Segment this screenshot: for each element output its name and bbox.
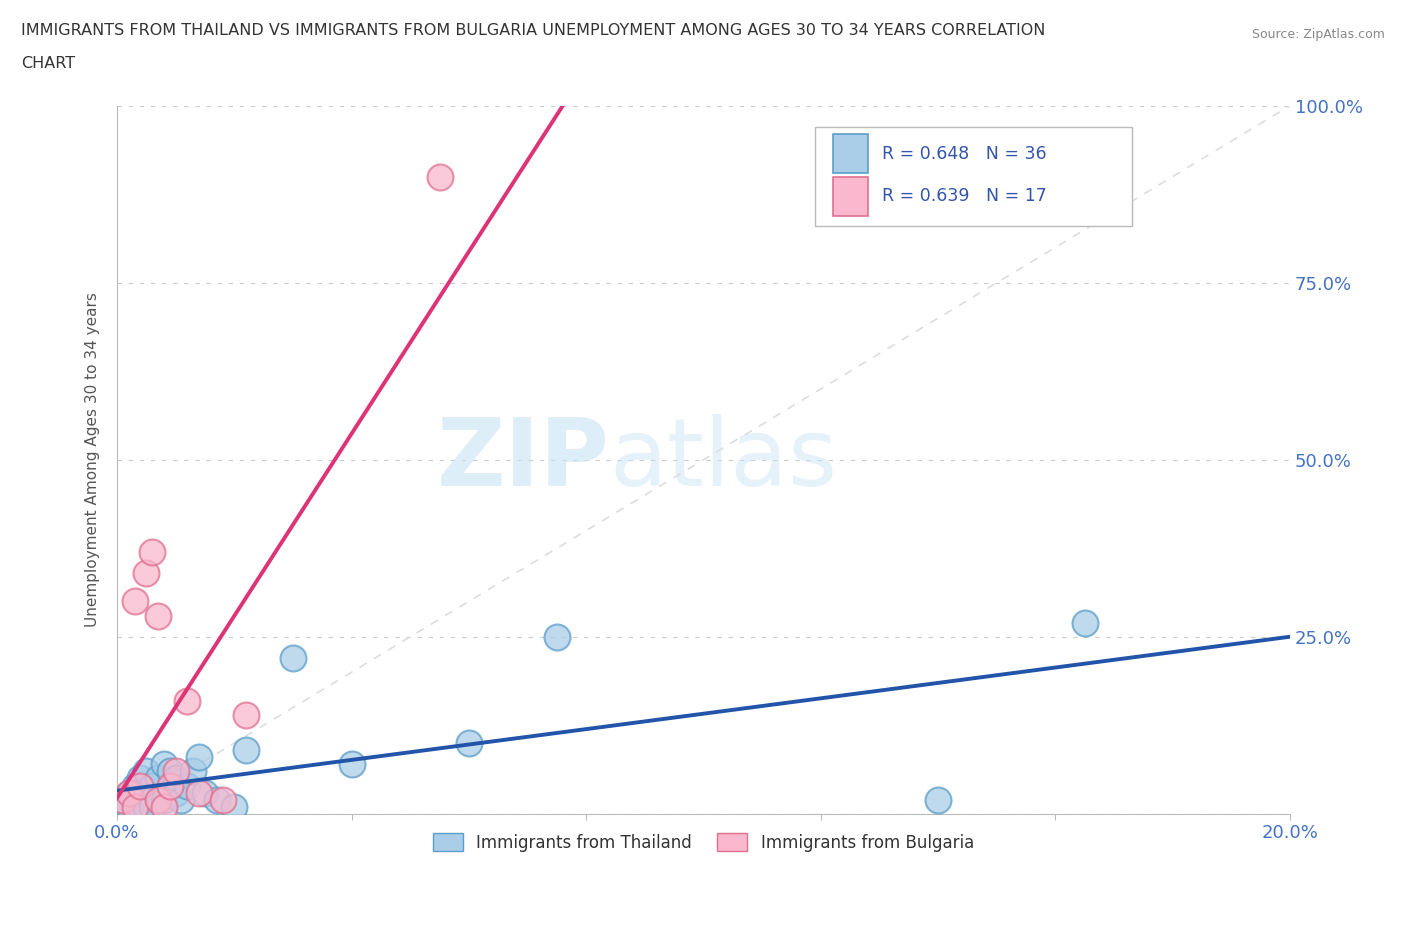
Legend: Immigrants from Thailand, Immigrants from Bulgaria: Immigrants from Thailand, Immigrants fro… [426, 827, 980, 858]
Text: R = 0.648   N = 36: R = 0.648 N = 36 [882, 145, 1046, 163]
Point [146, 792, 169, 807]
Text: Source: ZipAtlas.com: Source: ZipAtlas.com [1251, 28, 1385, 41]
Point [141, 778, 163, 793]
Point [340, 757, 363, 772]
Bar [832, 177, 868, 216]
Point [159, 778, 181, 793]
Text: R = 0.639   N = 17: R = 0.639 N = 17 [882, 187, 1046, 206]
Point [235, 707, 257, 722]
Point [135, 565, 157, 580]
Y-axis label: Unemployment Among Ages 30 to 34 years: Unemployment Among Ages 30 to 34 years [86, 292, 100, 627]
Point [111, 792, 134, 807]
Point [457, 736, 479, 751]
Text: atlas: atlas [610, 414, 838, 506]
Point [153, 792, 176, 807]
Point [124, 799, 146, 814]
Point [159, 764, 181, 778]
Point [118, 785, 141, 800]
Point [165, 771, 187, 786]
Point [170, 792, 193, 807]
Point [124, 778, 146, 793]
Point [146, 792, 169, 807]
Point [188, 785, 211, 800]
Point [176, 778, 198, 793]
Point [135, 799, 157, 814]
Point [181, 764, 204, 778]
Point [118, 785, 141, 800]
Point [211, 792, 233, 807]
Text: ZIP: ZIP [437, 414, 610, 506]
Point [135, 764, 157, 778]
Point [129, 785, 152, 800]
Point [224, 799, 246, 814]
Point [141, 792, 163, 807]
Point [153, 757, 176, 772]
Point [124, 792, 146, 807]
Point [129, 799, 152, 814]
Point [118, 799, 141, 814]
Point [176, 693, 198, 708]
Text: CHART: CHART [21, 56, 75, 71]
Bar [832, 134, 868, 173]
Point [129, 771, 152, 786]
Point [281, 651, 304, 666]
Point [141, 799, 163, 814]
Point [188, 750, 211, 764]
Point [1074, 615, 1097, 630]
Point [205, 792, 228, 807]
Point [159, 778, 181, 793]
Point [129, 778, 152, 793]
Point [146, 608, 169, 623]
Point [141, 544, 163, 559]
Point [124, 594, 146, 609]
Text: IMMIGRANTS FROM THAILAND VS IMMIGRANTS FROM BULGARIA UNEMPLOYMENT AMONG AGES 30 : IMMIGRANTS FROM THAILAND VS IMMIGRANTS F… [21, 23, 1046, 38]
Point [153, 799, 176, 814]
Point [165, 785, 187, 800]
Point [135, 785, 157, 800]
Point [927, 792, 949, 807]
Point [546, 630, 568, 644]
FancyBboxPatch shape [815, 126, 1132, 226]
Point [194, 785, 217, 800]
Point [165, 764, 187, 778]
Point [429, 169, 451, 184]
Point [146, 771, 169, 786]
Point [235, 743, 257, 758]
Point [111, 792, 134, 807]
